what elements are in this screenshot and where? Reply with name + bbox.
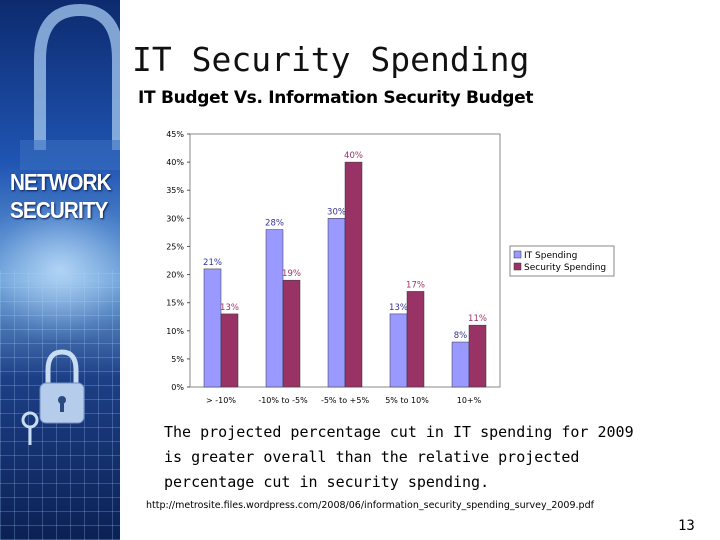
x-tick-label: > -10%: [206, 396, 236, 405]
security-spending-data-label: 19%: [282, 269, 301, 279]
legend-swatch-it: [513, 250, 522, 259]
banner-line-1: NETWORK: [10, 169, 112, 195]
security-spending-data-label: 40%: [344, 151, 363, 161]
it-spending-bar: [265, 229, 284, 388]
x-tick-label: 5% to 10%: [385, 396, 429, 405]
y-tick-label: 25%: [166, 242, 184, 251]
legend-label-it: IT Spending: [524, 251, 577, 261]
bar-chart: 0% 5% 10% 15% 20% 25% 30% 35% 40% 45% 21% 13% > -10%…: [150, 120, 630, 410]
x-tick-label: -5% to +5%: [321, 396, 369, 405]
padlock-icon: [20, 3, 120, 445]
security-spending-bar: [220, 313, 239, 388]
banner-text: NETWORK SECURITY: [10, 168, 112, 224]
it-spending-bar: [327, 218, 346, 388]
y-tick-label: 35%: [166, 186, 184, 195]
security-spending-data-label: 13%: [220, 303, 239, 313]
security-spending-data-label: 17%: [406, 280, 425, 290]
banner-line-2: SECURITY: [10, 197, 108, 223]
it-spending-data-label: 30%: [327, 207, 346, 217]
it-spending-data-label: 8%: [454, 331, 468, 341]
it-spending-data-label: 13%: [389, 303, 408, 313]
chart-caption: The projected percentage cut in IT spend…: [164, 423, 634, 491]
y-tick-label: 5%: [171, 355, 184, 364]
slide-subtitle: IT Budget Vs. Information Security Budge…: [138, 88, 534, 108]
legend-label-security: Security Spending: [524, 263, 606, 273]
y-tick-label: 15%: [166, 299, 184, 308]
security-spending-bar: [282, 279, 301, 388]
page-number: 13: [678, 518, 695, 534]
legend-box: [509, 245, 615, 277]
it-spending-data-label: 28%: [265, 219, 284, 229]
y-tick-label: 30%: [166, 214, 184, 223]
it-spending-bar: [203, 268, 222, 388]
it-spending-data-label: 21%: [203, 258, 222, 268]
source-link[interactable]: http://metrosite.files.wordpress.com/200…: [146, 500, 594, 511]
network-security-banner: NETWORK SECURITY: [0, 0, 120, 540]
security-spending-bar: [468, 324, 487, 388]
legend-swatch-security: [513, 262, 522, 271]
it-spending-bar: [389, 313, 408, 388]
y-tick-label: 10%: [166, 327, 184, 336]
y-tick-label: 40%: [166, 158, 184, 167]
slide-title: IT Security Spending: [132, 40, 530, 79]
security-spending-bar: [406, 291, 425, 388]
y-tick-label: 0%: [171, 383, 184, 392]
security-spending-bar: [344, 161, 363, 388]
it-spending-bar: [451, 341, 470, 388]
security-spending-data-label: 11%: [468, 314, 487, 324]
y-tick-label: 45%: [166, 130, 184, 139]
y-tick-label: 20%: [166, 271, 184, 280]
chart-svg: 0% 5% 10% 15% 20% 25% 30% 35% 40% 45% 21% 13% > -10%…: [166, 130, 615, 405]
x-tick-label: 10+%: [457, 396, 482, 405]
x-tick-label: -10% to -5%: [258, 396, 308, 405]
banner-glow: [0, 200, 120, 340]
